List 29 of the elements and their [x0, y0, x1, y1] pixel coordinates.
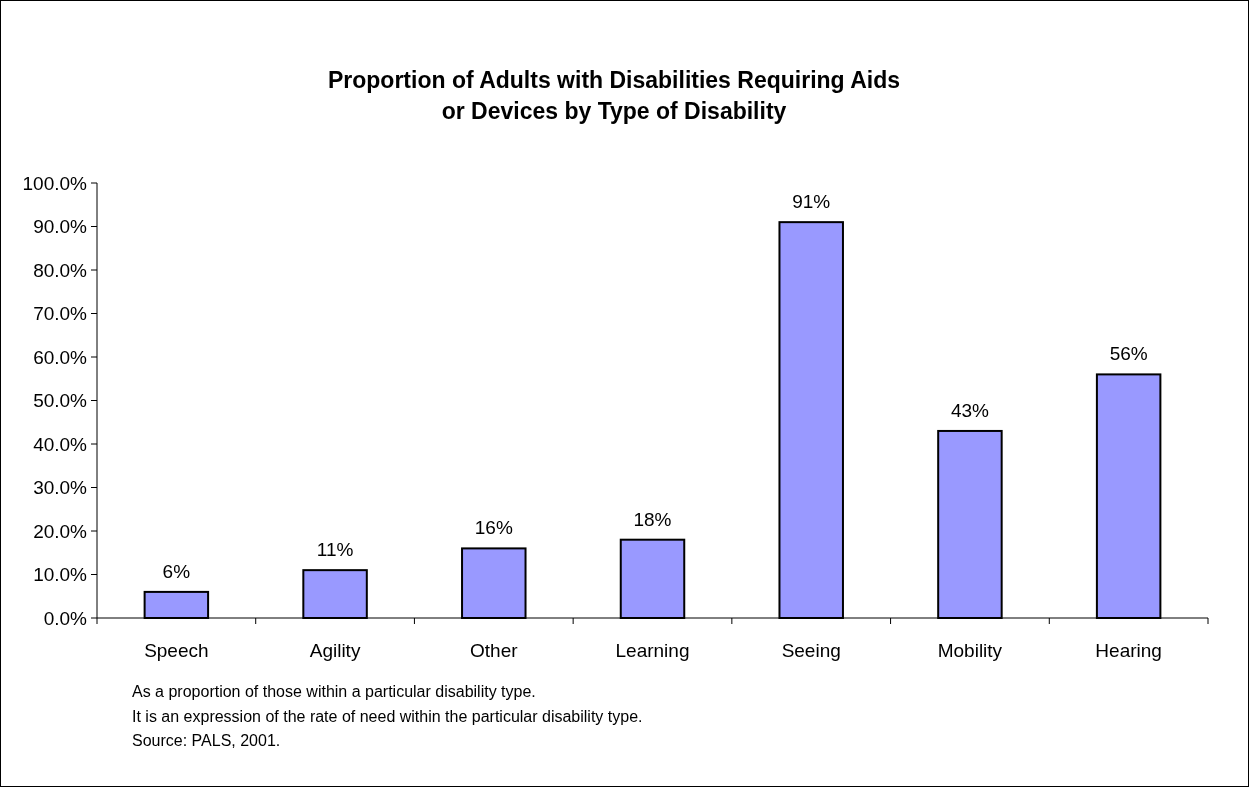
chart-title: Proportion of Adults with Disabilities Requiring Aids or Devices by Type of Disability	[327, 67, 901, 124]
data-label: 43%	[950, 399, 990, 421]
data-label: 18%	[633, 508, 672, 530]
x-tick-label: Speech	[144, 640, 209, 661]
x-tick-label: Agility	[309, 640, 361, 661]
text: It is an expression of the rate of need within the particular disability type.	[132, 707, 643, 725]
x-tick-label: Seeing	[781, 640, 841, 661]
y-tick-label: 50.0%	[33, 390, 88, 412]
data-label: 6%	[162, 560, 191, 582]
x-tick-label: Learning	[615, 640, 690, 661]
data-label: 11%	[316, 539, 354, 561]
y-tick-label: 40.0%	[33, 433, 88, 455]
text: As a proportion of those within a particular disability type.	[132, 683, 536, 700]
x-tick-label: Other	[470, 640, 519, 661]
y-tick-label: 80.0%	[33, 259, 88, 281]
y-tick-label: 20.0%	[33, 520, 88, 542]
y-tick-label: 60.0%	[33, 346, 88, 368]
y-tick-label: 0.0%	[43, 607, 88, 629]
y-tick-label: 70.0%	[33, 303, 88, 325]
y-tick-label: 30.0%	[33, 477, 88, 499]
data-label: 56%	[1109, 343, 1148, 365]
source-note: Source: PALS, 2001.	[132, 732, 281, 749]
data-label: 91%	[792, 191, 831, 213]
y-tick-label: 90.0%	[33, 216, 88, 238]
y-tick-label: 100.0%	[22, 172, 88, 194]
x-tick-label: Hearing	[1095, 640, 1162, 661]
data-label: 16%	[474, 517, 513, 539]
x-tick-label: Mobility	[937, 640, 1003, 661]
y-tick-label: 10.0%	[33, 564, 88, 586]
